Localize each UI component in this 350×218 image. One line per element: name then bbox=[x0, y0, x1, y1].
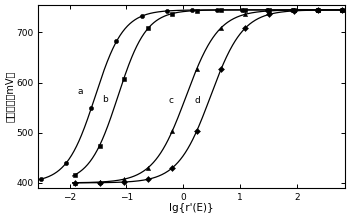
Text: d: d bbox=[195, 96, 200, 105]
X-axis label: lg{r'(E)}: lg{r'(E)} bbox=[169, 203, 214, 213]
Text: b: b bbox=[102, 95, 108, 104]
Y-axis label: 外加电位（mV）: 外加电位（mV） bbox=[5, 71, 15, 122]
Text: a: a bbox=[77, 87, 83, 96]
Text: c: c bbox=[168, 96, 173, 105]
